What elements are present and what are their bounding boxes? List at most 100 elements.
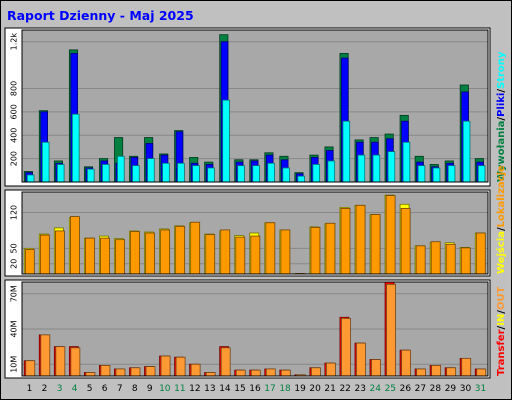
bar-visits-Lokalizacje-day-24: [370, 214, 381, 275]
bar-requests-Strony-day-21: [327, 160, 336, 183]
day-label: 26: [400, 384, 412, 394]
bar-visits-Lokalizacje-day-18: [280, 229, 291, 275]
bar-visits-Lokalizacje-day-7: [115, 239, 125, 275]
bar-transfer-OUT-day-20: [310, 367, 321, 377]
legend-entry: Transfer: [496, 329, 507, 376]
day-label: 10: [159, 384, 171, 394]
day-label: 17: [264, 384, 275, 394]
legend-entry: Lokalizacje: [496, 165, 507, 227]
bar-transfer-OUT-day-28: [431, 365, 442, 377]
bar-visits-Lokalizacje-day-28: [430, 241, 441, 275]
bar-transfer-OUT-day-15: [235, 369, 246, 377]
legend-entry: /: [496, 325, 507, 329]
bar-transfer-OUT-day-12: [190, 363, 201, 377]
y-tick-label: 1.2k: [10, 33, 19, 51]
y-tick-label: 120: [10, 205, 19, 220]
bar-requests-Strony-day-11: [177, 162, 185, 183]
bar-transfer-OUT-day-29: [446, 367, 457, 377]
bar-visits-Lokalizacje-day-29: [445, 243, 456, 275]
bar-requests-Strony-day-10: [162, 162, 170, 183]
legend-entry: IN: [496, 314, 507, 326]
bar-transfer-OUT-day-8: [130, 367, 141, 377]
bar-visits-Lokalizacje-day-5: [85, 237, 95, 275]
bar-requests-Strony-day-3: [56, 164, 65, 183]
day-label: 27: [415, 384, 426, 394]
y-tick-label: 20: [10, 259, 19, 269]
legend-visits: Wejścia/Lokalizacje: [495, 165, 507, 274]
bar-transfer-OUT-day-2: [40, 334, 51, 377]
bar-transfer-OUT-day-1: [25, 360, 36, 377]
bar-transfer-OUT-day-10: [160, 355, 171, 377]
bar-requests-Strony-day-27: [417, 165, 426, 183]
bar-visits-Lokalizacje-day-3: [54, 230, 65, 275]
bar-visits-Lokalizacje-day-10: [160, 229, 171, 275]
bar-requests-Strony-day-12: [192, 165, 200, 183]
bar-visits-Lokalizacje-day-21: [325, 222, 336, 275]
bar-visits-Lokalizacje-day-16: [250, 235, 261, 275]
bar-requests-Strony-day-28: [432, 167, 441, 183]
bar-transfer-OUT-day-7: [115, 368, 126, 377]
y-tick-label: 70M: [10, 285, 19, 302]
bar-requests-Strony-day-1: [26, 174, 35, 183]
plot-area-requests: [22, 30, 488, 182]
panel-transfer: 10M 40M 70M: [4, 279, 491, 379]
panel-visits: 20 50 120: [4, 189, 491, 277]
day-label: 19: [294, 384, 306, 394]
day-label: 15: [234, 384, 245, 394]
bar-requests-Strony-day-29: [447, 165, 456, 183]
bar-transfer-OUT-day-9: [145, 366, 156, 377]
day-label: 2: [42, 384, 48, 394]
y-tick-label: 50: [10, 243, 19, 253]
day-label: 8: [132, 384, 138, 394]
bar-requests-Strony-day-25: [387, 151, 396, 183]
bar-visits-Lokalizacje-day-12: [190, 221, 201, 275]
day-label: 20: [309, 384, 321, 394]
day-label: 4: [72, 384, 78, 394]
bar-transfer-OUT-day-5: [85, 372, 96, 377]
legend-entry: /: [496, 117, 507, 121]
bar-requests-Strony-day-19: [297, 175, 306, 183]
bar-requests-Strony-day-6: [102, 164, 110, 183]
day-label: 21: [324, 384, 335, 394]
bar-requests-Strony-day-20: [312, 164, 321, 183]
x-axis-day-labels: 1 2 3 4 5 6 7 8 9 10 11 12 13 14 15 16 17 18 19 20 21 22 23 24 2…: [27, 384, 487, 394]
bar-visits-Lokalizacje-day-9: [145, 232, 155, 275]
bar-requests-Strony-day-15: [237, 165, 245, 183]
bar-transfer-OUT-day-14: [220, 347, 231, 377]
bar-transfer-OUT-day-13: [205, 372, 216, 377]
day-label: 9: [147, 384, 153, 394]
bar-requests-Strony-day-30: [462, 120, 471, 183]
bar-requests-Strony-day-18: [282, 167, 290, 183]
day-label: 25: [385, 384, 396, 394]
day-label: 31: [475, 384, 486, 394]
bar-requests-Strony-day-5: [86, 168, 95, 183]
y-tick-label: 600: [10, 104, 19, 119]
day-label: 28: [430, 384, 442, 394]
bar-requests-Strony-day-8: [132, 165, 140, 183]
day-label: 12: [189, 384, 200, 394]
bar-visits-Lokalizacje-day-30: [460, 247, 471, 275]
day-label: 5: [87, 384, 93, 394]
legend-requests: Wywołania/Pliki/Strony: [496, 51, 507, 182]
bar-visits-Lokalizacje-day-4: [70, 216, 80, 275]
day-label: 1: [27, 384, 33, 394]
bar-transfer-OUT-day-24: [371, 359, 381, 377]
bar-requests-Strony-day-9: [147, 158, 155, 183]
plot-border-visits: [21, 191, 489, 275]
bar-visits-Lokalizacje-day-27: [415, 245, 426, 275]
y-tick-label: 400: [10, 128, 19, 143]
bar-requests-Strony-day-16: [252, 165, 260, 183]
legends: Wywołania/Pliki/StronyWejścia/Lokalizacj…: [495, 51, 507, 376]
chart-panels: 200 400 600 800 1.2k 20 50 120 10M 40M 70M: [4, 27, 491, 379]
day-label: 13: [204, 384, 215, 394]
day-label: 7: [117, 384, 123, 394]
legend-entry: /: [496, 89, 507, 93]
y-tick-label: 800: [10, 81, 19, 96]
bar-visits-Lokalizacje-day-15: [235, 236, 246, 275]
bar-requests-Strony-day-4: [71, 113, 80, 183]
bar-transfer-OUT-day-17: [265, 368, 276, 377]
day-label: 22: [339, 384, 350, 394]
bar-visits-Lokalizacje-day-22: [340, 207, 351, 275]
bar-visits-Lokalizacje-day-26: [400, 207, 411, 275]
